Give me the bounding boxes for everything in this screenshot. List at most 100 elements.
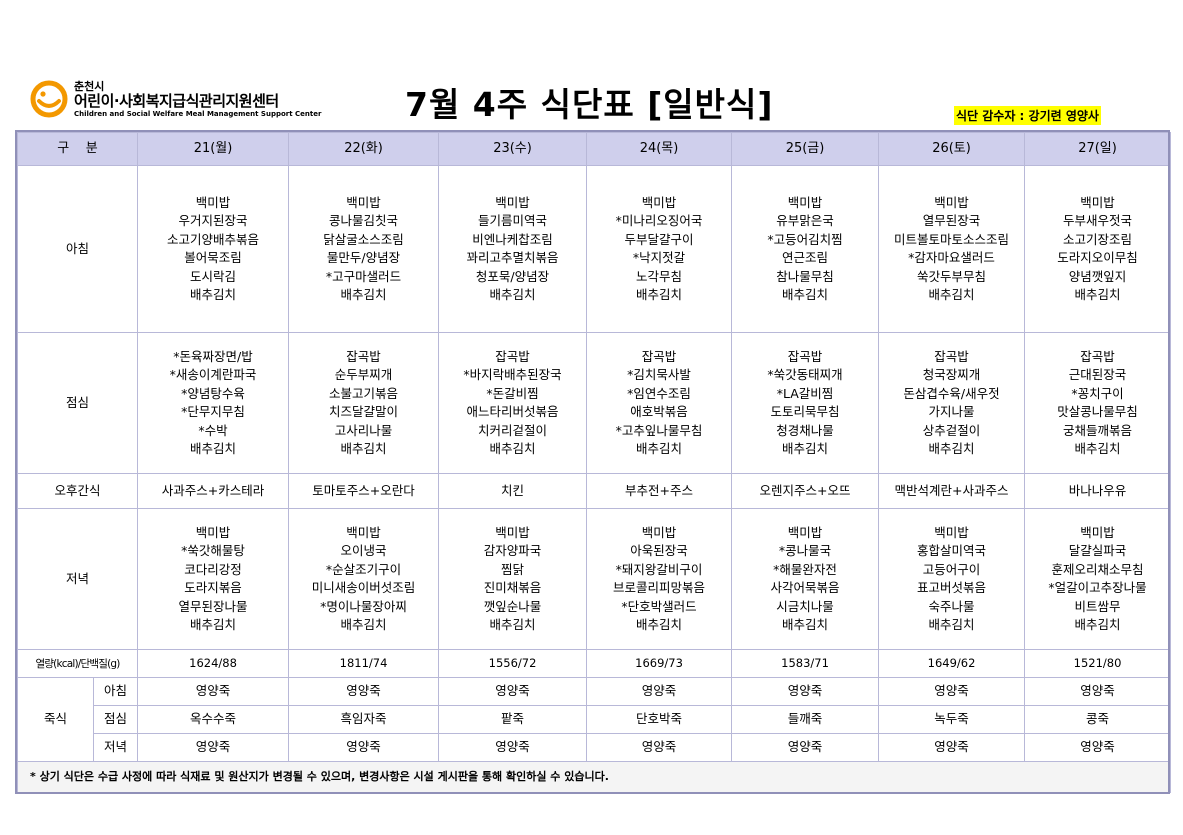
menu-table: 구 분 21(월) 22(화) 23(수) 24(목) 25(금) 26(토) … [16, 132, 1172, 793]
snack-cell: 바나나우유 [1024, 473, 1172, 509]
menu-dish: 백미밥 [641, 524, 677, 540]
menu-dish: *낙지젓갈 [632, 250, 686, 265]
calorie-value: 1583/71 [731, 649, 880, 678]
smiley-logo-icon [30, 80, 68, 118]
porridge-cell: 영양죽 [731, 733, 880, 762]
menu-dish: 배추김치 [489, 441, 536, 456]
calorie-value: 1624/88 [137, 649, 290, 678]
menu-dish: *명이나물장아찌 [320, 598, 407, 614]
menu-cell: 백미밥 홍합살미역국 고등어구이 표고버섯볶음 숙주나물 배추김치 [878, 508, 1026, 650]
porridge-label: 죽식 [17, 677, 94, 762]
menu-dish: 배추김치 [636, 617, 683, 632]
menu-dish: 소고기장조림 [1063, 231, 1133, 247]
calorie-value: 1811/74 [288, 649, 440, 678]
menu-dish: 배추김치 [928, 441, 975, 456]
menu-dish: 배추김치 [489, 617, 536, 632]
footnote: * 상기 식단은 수급 사정에 따라 식재료 및 원산지가 변경될 수 있으며,… [16, 761, 1172, 793]
porridge-row-breakfast: 죽식 아침 영양죽 영양죽 영양죽 영양죽 영양죽 영양죽 영양죽 [17, 677, 1172, 762]
menu-dish: 백미밥 [346, 194, 381, 210]
menu-dish: 잡곡밥 [1080, 348, 1115, 364]
day-header: 22(화) [288, 132, 440, 166]
menu-dish: 도라지볶음 [184, 580, 242, 595]
menu-dish: 감자양파국 [483, 543, 542, 558]
calorie-value: 1521/80 [1024, 649, 1172, 678]
menu-dish: 고등어구이 [922, 561, 981, 577]
calorie-label: 열량(kcal)/단백질(g) [16, 649, 139, 678]
menu-dish: 청포묵/양념장 [475, 268, 550, 284]
menu-dish: 고사리나물 [334, 422, 393, 438]
dinner-label: 저녁 [16, 508, 139, 650]
menu-dish: 배추김치 [782, 287, 829, 302]
porridge-cell: 옥수수죽 [137, 705, 290, 734]
menu-cell: 잡곡밥 근대된장국 *꽁치구이 맛살콩나물무침 궁채들깨볶음 배추김치 [1024, 332, 1172, 474]
menu-dish: 배추김치 [340, 441, 387, 456]
snack-cell: 맥반석계란+사과주스 [878, 473, 1026, 509]
menu-dish: 잡곡밥 [787, 348, 823, 364]
menu-dish: 배추김치 [928, 287, 975, 302]
menu-dish: *새송이계란파국 [169, 367, 257, 382]
menu-dish: 미니새송이버섯조림 [311, 580, 416, 595]
snack-cell: 부추전+주스 [586, 473, 733, 509]
menu-dish: 달걀실파국 [1068, 543, 1127, 558]
menu-dish: *순살조기구이 [325, 561, 402, 577]
menu-dish: 양념깻잎지 [1068, 268, 1127, 284]
menu-dish: 청경채나물 [776, 422, 834, 438]
menu-dish: 노각무침 [636, 268, 683, 284]
menu-dish: 열무된장나물 [178, 598, 248, 614]
porridge-cell: 영양죽 [1024, 677, 1172, 706]
porridge-cell: 콩죽 [1024, 705, 1172, 734]
menu-dish: 브로콜리피망볶음 [613, 580, 706, 595]
day-header: 25(금) [731, 132, 880, 166]
menu-dish: 배추김치 [782, 441, 829, 456]
corner-label: 구 분 [16, 132, 139, 166]
snack-cell: 사과주스+카스테라 [137, 473, 290, 509]
menu-dish: 열무된장국 [922, 213, 981, 228]
snack-row: 오후간식 사과주스+카스테라 토마토주스+오란다 치킨 부추전+주스 오렌지주스… [16, 473, 1172, 509]
menu-dish: 순두부찌개 [334, 367, 393, 382]
menu-cell: 백미밥 *콩나물국 *해물완자전 사각어묵볶음 시금치나물 배추김치 [731, 508, 880, 650]
menu-dish: 배추김치 [190, 617, 237, 632]
menu-dish: 들기름미역국 [478, 213, 548, 228]
org-city: 춘천시 [74, 80, 105, 93]
menu-dish: 진미채볶음 [483, 580, 542, 595]
menu-cell: 백미밥 두부새우젓국 소고기장조림 도라지오이무침 양념깻잎지 배추김치 [1024, 165, 1172, 333]
menu-dish: *꽁치구이 [1071, 385, 1124, 401]
menu-dish: 물만두/양념장 [326, 250, 401, 265]
menu-dish: *LA갈비찜 [776, 385, 834, 401]
menu-dish: 숙주나물 [928, 598, 975, 614]
menu-dish: 배추김치 [782, 617, 829, 632]
porridge-cell: 영양죽 [288, 733, 440, 762]
menu-dish: 배추김치 [1074, 441, 1121, 456]
menu-cell: 잡곡밥 청국장찌개 돈삼겹수육/새우젓 가지나물 상추겉절이 배추김치 [878, 332, 1026, 474]
porridge-cell: 영양죽 [137, 733, 290, 762]
menu-dish: *돼지왕갈비구이 [615, 561, 703, 577]
porridge-cell: 들깨죽 [731, 705, 880, 734]
menu-dish: 배추김치 [489, 287, 536, 302]
breakfast-label: 아침 [16, 165, 139, 333]
menu-dish: 도라지오이무침 [1057, 250, 1138, 265]
menu-dish: 배추김치 [340, 617, 387, 632]
menu-dish: 참나물무침 [776, 268, 834, 284]
porridge-cell: 녹두죽 [878, 705, 1026, 734]
day-header: 23(수) [438, 132, 588, 166]
menu-dish: 도토리묵무침 [770, 404, 840, 419]
menu-dish: *고추잎나물무침 [615, 422, 703, 438]
day-header: 26(토) [878, 132, 1026, 166]
menu-dish: 애느타리버섯볶음 [466, 404, 559, 419]
menu-dish: 홍합살미역국 [917, 543, 987, 558]
porridge-meal-label: 아침 [92, 677, 139, 706]
menu-cell: *돈육짜장면/밥 *새송이계란파국 *양념탕수육 *단무지무침 *수박 배추김치 [137, 332, 290, 474]
menu-cell: 백미밥 오이냉국 *순살조기구이 미니새송이버섯조림 *명이나물장아찌 배추김치 [288, 508, 440, 650]
menu-dish: 백미밥 [1080, 194, 1115, 210]
menu-dish: 백미밥 [195, 524, 231, 540]
menu-cell: 백미밥 들기름미역국 비엔나케찹조림 꽈리고추멸치볶음 청포묵/양념장 배추김치 [438, 165, 588, 333]
menu-dish: *쑥갓해물탕 [181, 543, 245, 558]
menu-dish: 잡곡밥 [346, 348, 381, 364]
menu-dish: 가지나물 [928, 404, 975, 419]
page-title: 7월 4주 식단표 [일반식] [405, 85, 774, 124]
menu-dish: 배추김치 [636, 287, 683, 302]
menu-dish: 애호박볶음 [630, 404, 688, 419]
menu-dish: 시금치나물 [776, 598, 834, 614]
menu-dish: 백미밥 [195, 194, 231, 210]
menu-dish: *쑥갓동태찌개 [767, 367, 843, 382]
